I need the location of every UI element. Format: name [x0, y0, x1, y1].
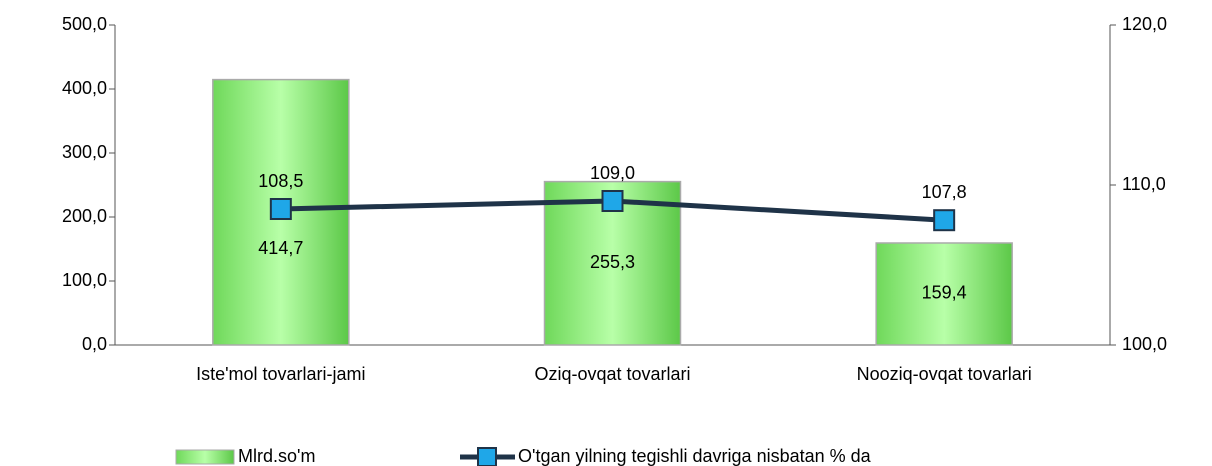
y-tick-label: 200,0 [62, 206, 107, 226]
x-tick-label: Oziq-ovqat tovarlari [534, 364, 690, 384]
legend-label: Mlrd.so'm [238, 446, 315, 466]
bar [875, 242, 1013, 346]
y-tick-label: 100,0 [62, 270, 107, 290]
line-value-label: 107,8 [922, 182, 967, 202]
y-tick-label: 500,0 [62, 14, 107, 34]
line-value-label: 108,5 [258, 171, 303, 191]
y-tick-label: 400,0 [62, 78, 107, 98]
legend-swatch [175, 449, 235, 465]
x-tick-label: Iste'mol tovarlari-jami [196, 364, 365, 384]
line-marker [933, 209, 956, 232]
y2-tick-label: 120,0 [1122, 14, 1167, 34]
y2-tick-label: 100,0 [1122, 334, 1167, 354]
line-marker [269, 198, 292, 220]
y2-tick-label: 110,0 [1122, 174, 1166, 194]
line-value-label: 109,0 [590, 163, 635, 183]
y-tick-label: 0,0 [82, 334, 107, 354]
x-tick-label: Nooziq-ovqat tovarlari [857, 364, 1032, 384]
legend-label: O'tgan yilning tegishli davriga nisbatan… [518, 446, 872, 466]
legend-marker [477, 447, 497, 466]
bar-value-label: 255,3 [590, 252, 635, 272]
bar-value-label: 159,4 [922, 283, 967, 303]
bar-value-label: 414,7 [258, 238, 303, 258]
y-tick-label: 300,0 [62, 142, 107, 162]
line-marker [601, 190, 624, 212]
